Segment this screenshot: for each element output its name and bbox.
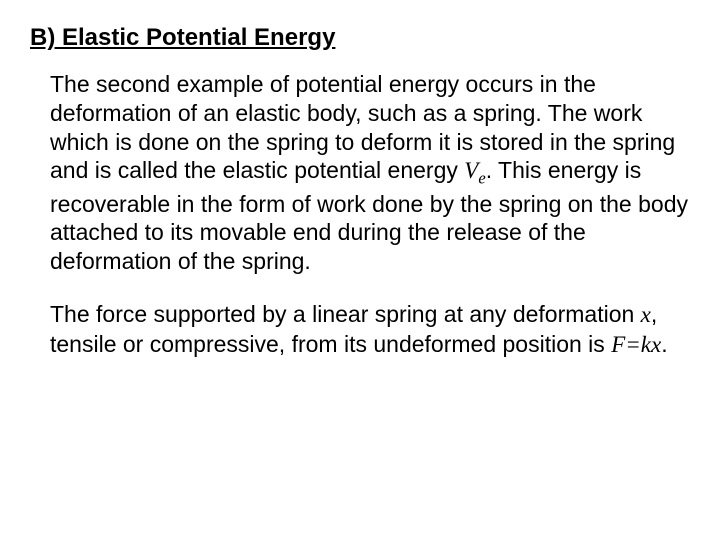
p2-var-x: x (641, 302, 651, 327)
p1-var-V: V (464, 158, 478, 183)
p2-text-a: The force supported by a linear spring a… (50, 301, 641, 327)
p2-equation: F=kx (611, 332, 661, 357)
paragraph-2: The force supported by a linear spring a… (50, 300, 690, 360)
p1-subscript-e: e (478, 169, 485, 188)
paragraph-1: The second example of potential energy o… (50, 70, 690, 276)
section-heading: B) Elastic Potential Energy (30, 24, 690, 52)
p2-text-c: . (661, 331, 667, 357)
